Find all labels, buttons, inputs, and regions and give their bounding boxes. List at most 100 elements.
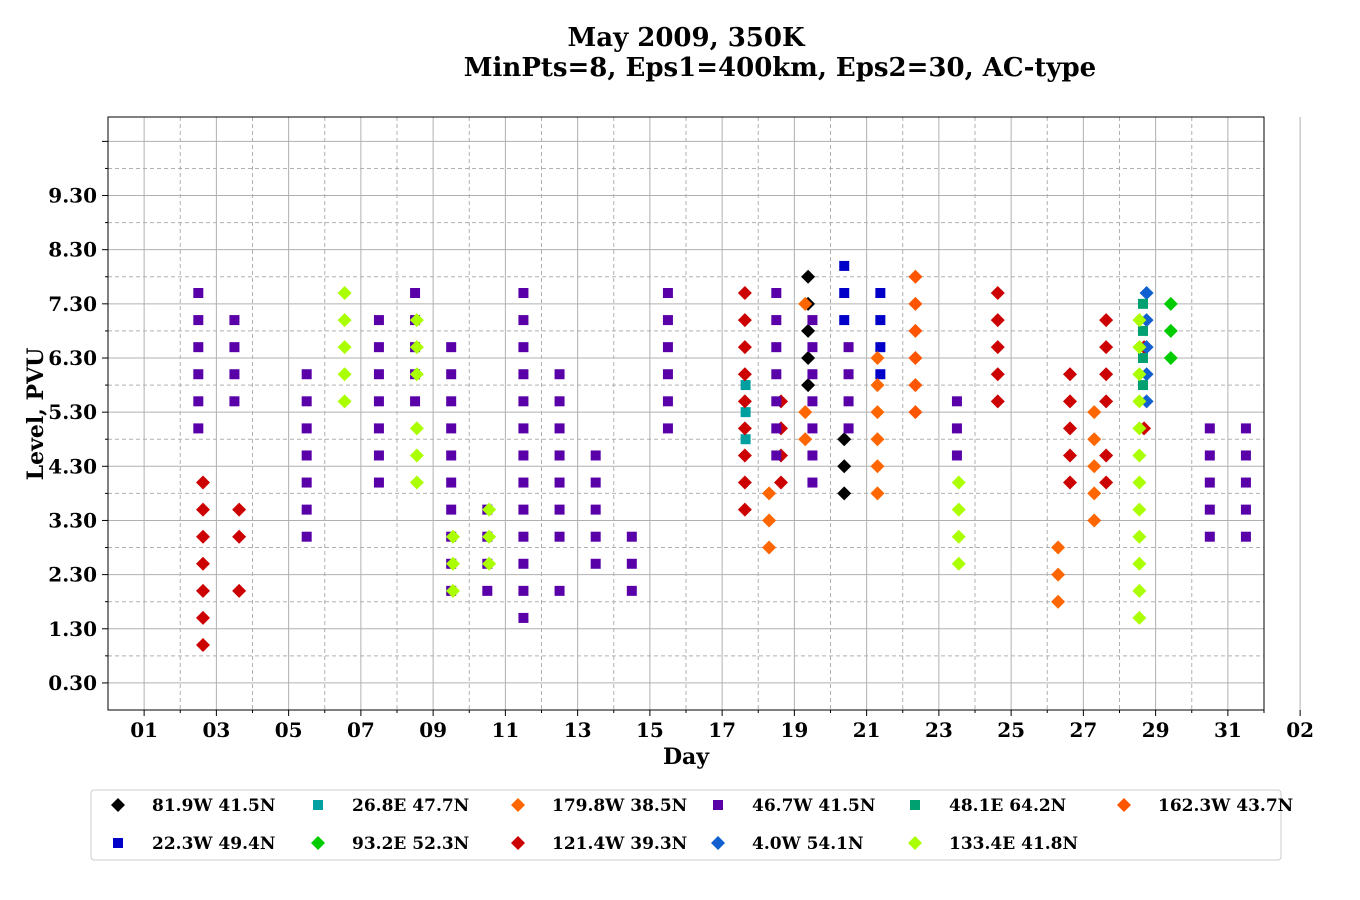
data-point (1139, 313, 1154, 328)
data-point (1099, 448, 1114, 463)
legend-label: 121.4W 39.3N (552, 834, 687, 854)
data-point (301, 477, 312, 488)
data-point (554, 585, 565, 596)
y-tick-label: 0.30 (48, 671, 97, 695)
data-point (554, 477, 565, 488)
data-point (1051, 594, 1066, 609)
data-point (951, 396, 962, 407)
data-point (1163, 323, 1178, 338)
data-point (554, 450, 565, 461)
data-point (771, 369, 782, 380)
data-point (1139, 286, 1154, 301)
data-point (445, 583, 460, 598)
data-point (737, 475, 752, 490)
data-point (373, 342, 384, 353)
data-point (1132, 610, 1147, 625)
data-point (1137, 380, 1148, 391)
data-point (1139, 394, 1154, 409)
data-point (1063, 448, 1078, 463)
legend-label: 133.4E 41.8N (949, 834, 1078, 854)
data-point (518, 288, 529, 299)
data-point (1132, 448, 1147, 463)
data-point (229, 396, 240, 407)
x-tick-label: 15 (636, 718, 664, 742)
data-point (518, 531, 529, 542)
data-point (1087, 513, 1102, 528)
data-point (839, 288, 850, 299)
data-point (373, 369, 384, 380)
data-point (870, 378, 885, 393)
data-point (1204, 450, 1215, 461)
x-tick-label: 25 (997, 718, 1025, 742)
data-point (410, 396, 421, 407)
data-point (737, 394, 752, 409)
data-point (1132, 421, 1147, 436)
legend-marker (111, 798, 125, 812)
data-point (1132, 529, 1147, 544)
y-tick-label: 2.30 (48, 563, 97, 587)
y-axis-label: Level, PVU (23, 348, 49, 481)
data-point (875, 288, 886, 299)
chart-subtitle: MinPts=8, Eps1=400km, Eps2=30, AC-type (464, 53, 1096, 83)
data-point (196, 583, 211, 598)
y-tick-label: 7.30 (48, 292, 97, 316)
data-point (518, 558, 529, 569)
data-point (771, 315, 782, 326)
data-point (1132, 313, 1147, 328)
data-point (951, 556, 966, 571)
data-point (875, 369, 886, 380)
data-point (1099, 313, 1114, 328)
data-point (445, 529, 460, 544)
data-point (518, 612, 529, 623)
data-point (193, 423, 204, 434)
legend-marker (511, 836, 525, 850)
data-point (626, 585, 637, 596)
x-axis-label: Day (663, 744, 710, 770)
x-tick-label: 11 (491, 718, 519, 742)
data-point (762, 540, 777, 555)
data-point (737, 502, 752, 517)
data-point (801, 323, 816, 338)
data-point (990, 394, 1005, 409)
y-tick-label: 5.30 (48, 400, 97, 424)
data-point (837, 459, 852, 474)
data-point (807, 369, 818, 380)
x-tick-label: 02 (1286, 718, 1314, 742)
data-point (196, 638, 211, 653)
data-point (1137, 325, 1148, 336)
data-point (737, 340, 752, 355)
data-point (409, 475, 424, 490)
data-point (798, 432, 813, 447)
data-point (1087, 405, 1102, 420)
data-point (1132, 502, 1147, 517)
legend-marker (711, 836, 725, 850)
data-point (409, 340, 424, 355)
data-point (908, 269, 923, 284)
x-tick-label: 27 (1069, 718, 1097, 742)
data-point (843, 396, 854, 407)
data-point (951, 423, 962, 434)
data-point (801, 350, 816, 365)
data-point (1099, 394, 1114, 409)
x-tick-label: 23 (925, 718, 953, 742)
data-point (740, 380, 751, 391)
data-point (774, 475, 789, 490)
data-point (771, 450, 782, 461)
data-point (301, 531, 312, 542)
data-point (193, 369, 204, 380)
data-point (662, 369, 673, 380)
data-point (482, 585, 493, 596)
data-point (518, 369, 529, 380)
y-tick-label: 3.30 (48, 508, 97, 532)
data-point (301, 504, 312, 515)
data-point (518, 423, 529, 434)
data-point (908, 378, 923, 393)
data-point (837, 486, 852, 501)
data-point (1132, 475, 1147, 490)
data-point (554, 504, 565, 515)
data-point (301, 450, 312, 461)
data-point (1087, 459, 1102, 474)
data-point (196, 556, 211, 571)
data-point (740, 407, 751, 418)
